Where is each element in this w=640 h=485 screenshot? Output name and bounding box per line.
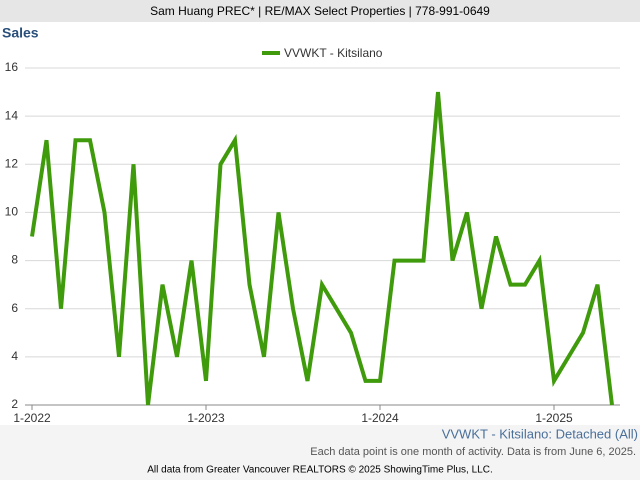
footer-bg	[0, 425, 640, 480]
footer-subtitle: VVWKT - Kitsilano: Detached (All)	[442, 426, 638, 441]
y-tick-label: 2	[11, 397, 18, 411]
y-tick-label: 10	[5, 205, 19, 219]
y-tick-label: 12	[5, 156, 19, 170]
x-tick-label: 1-2025	[535, 411, 573, 425]
footer-credit: All data from Greater Vancouver REALTORS…	[147, 465, 492, 476]
x-tick-label: 1-2022	[13, 411, 51, 425]
header-text: Sam Huang PREC* | RE/MAX Select Properti…	[150, 4, 490, 18]
legend-label: VVWKT - Kitsilano	[284, 46, 383, 60]
chart-title: Sales	[2, 25, 39, 41]
x-tick-label: 1-2023	[187, 411, 225, 425]
y-tick-label: 6	[11, 301, 18, 315]
y-tick-label: 16	[5, 60, 19, 74]
data-line	[30, 91, 614, 406]
footer-note: Each data point is one month of activity…	[310, 446, 636, 458]
y-tick-label: 8	[11, 253, 18, 267]
x-tick-label: 1-2024	[361, 411, 399, 425]
header-bar	[0, 0, 640, 22]
y-tick-label: 14	[5, 108, 19, 122]
y-tick-label: 4	[11, 349, 18, 363]
